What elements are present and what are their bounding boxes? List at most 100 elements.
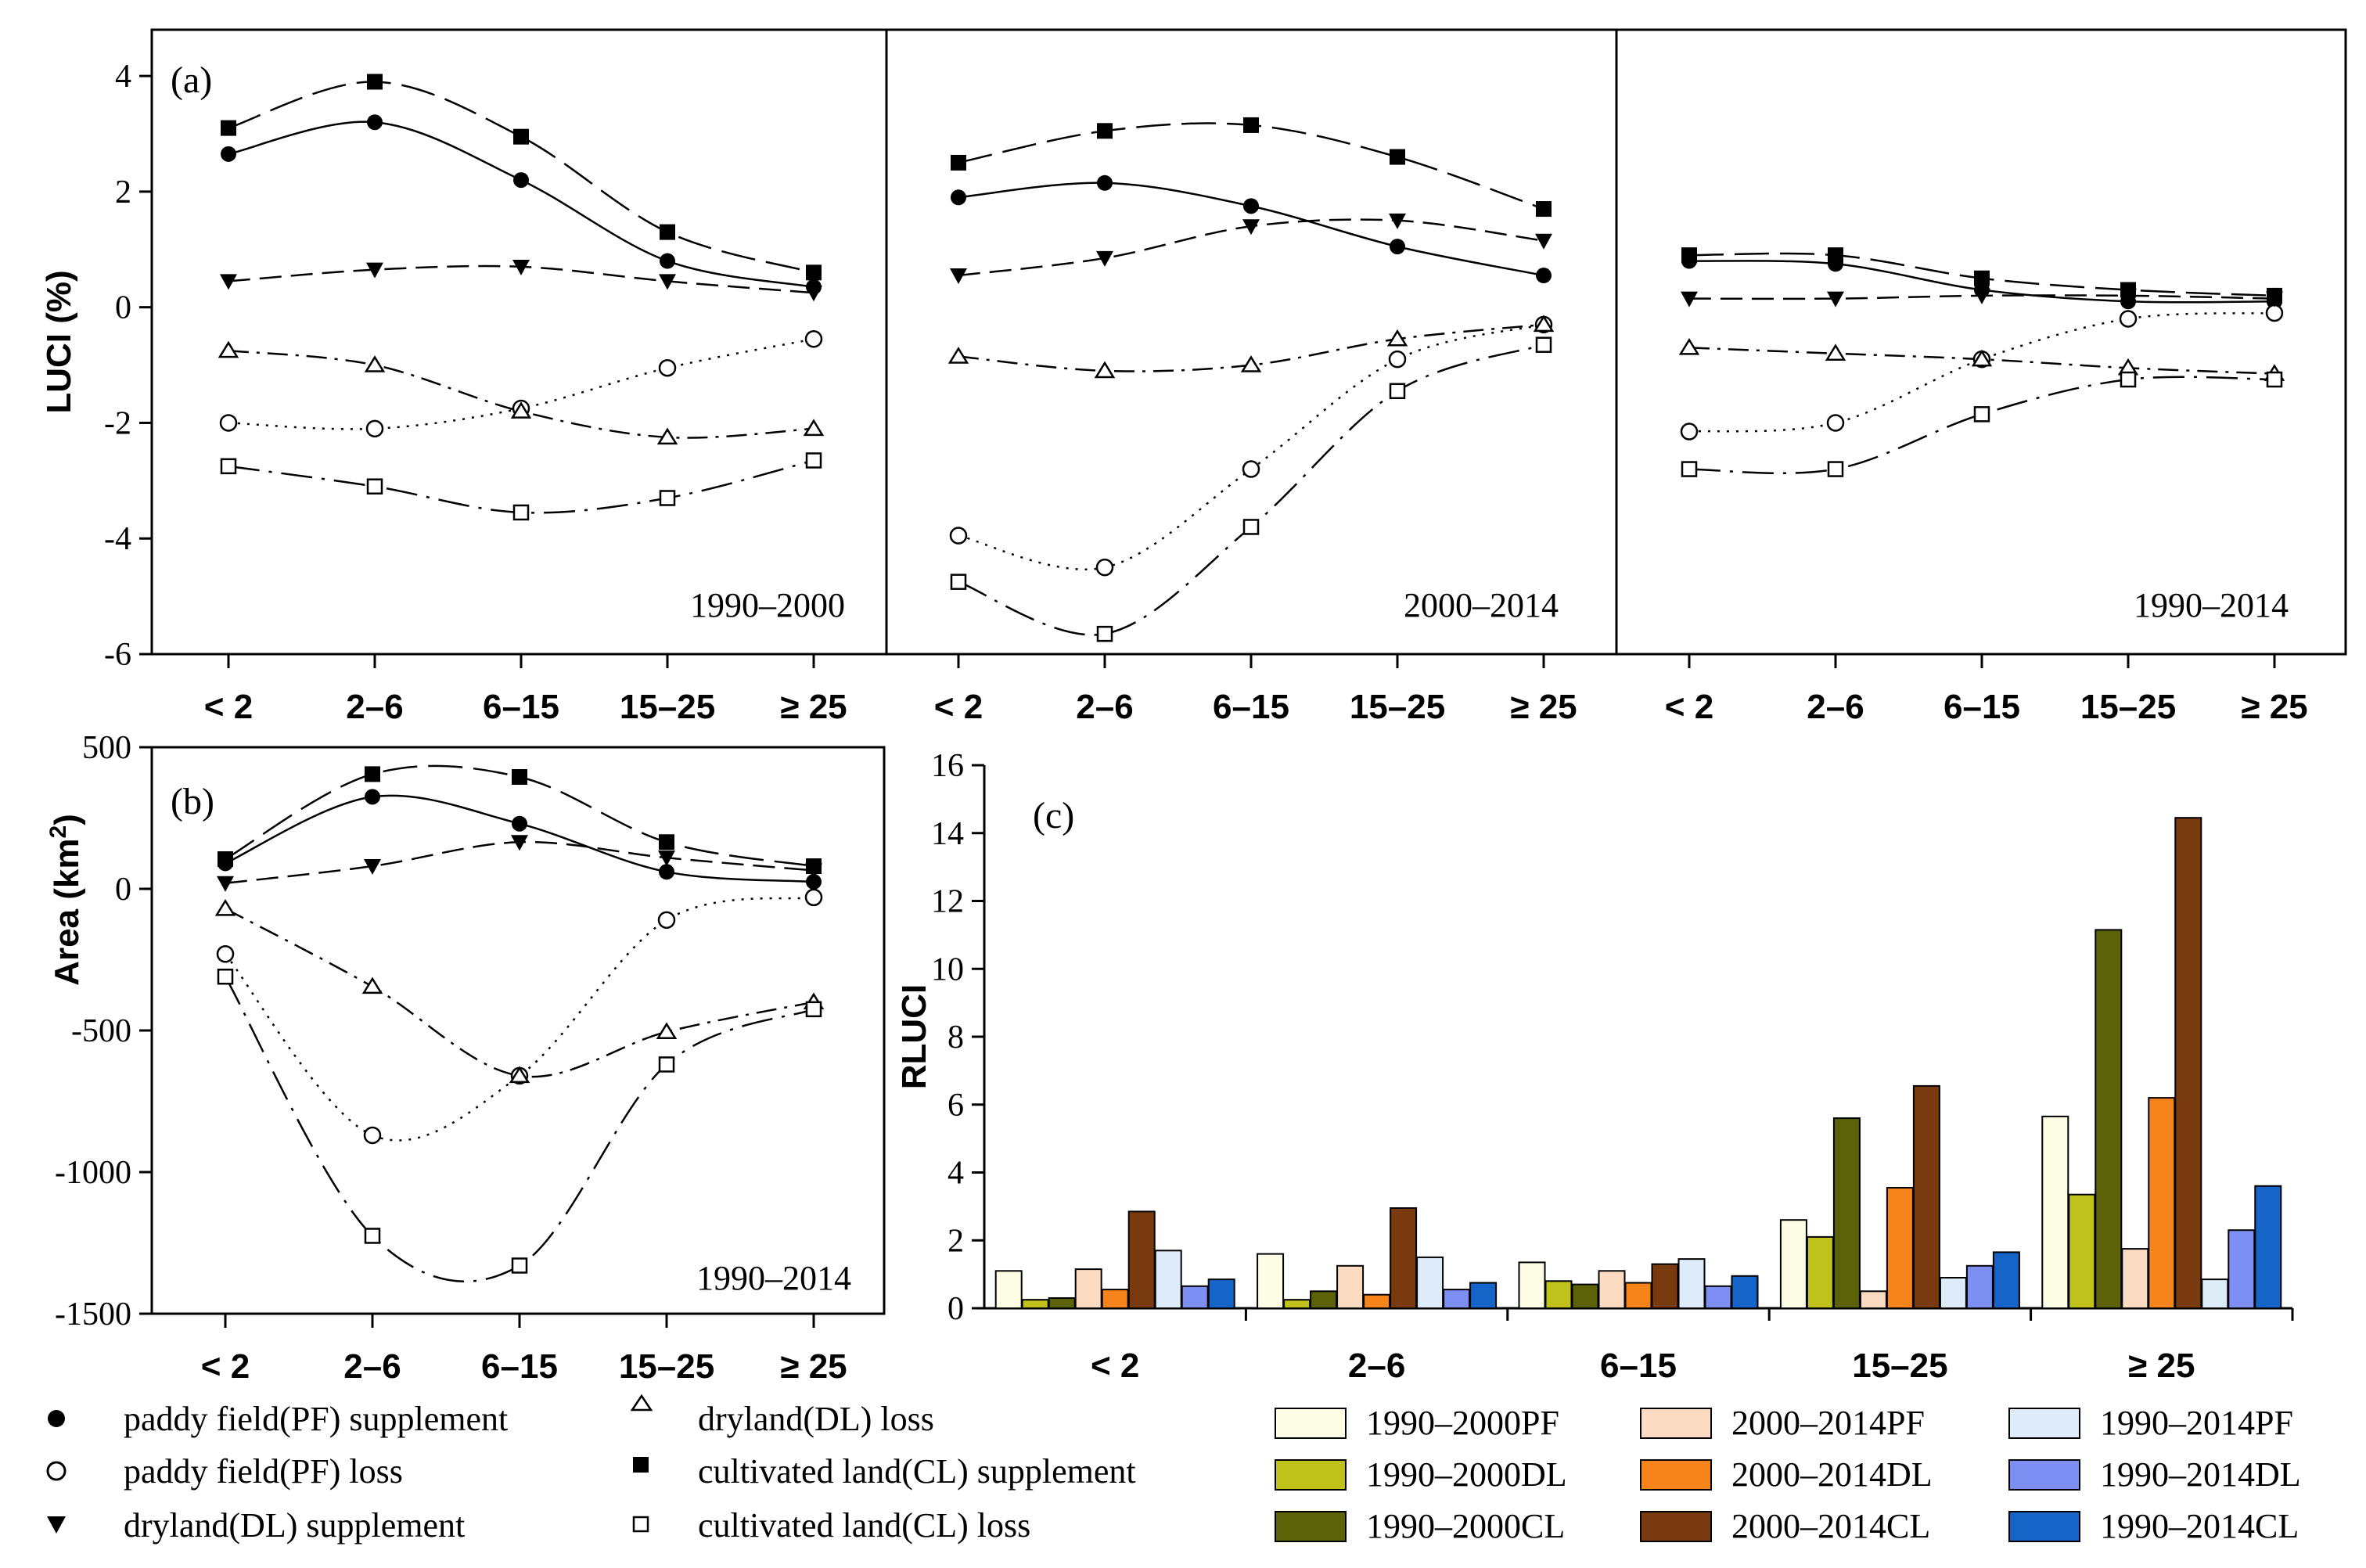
marker-dl-sup-panel-a-1990-2000-3 (659, 274, 676, 290)
bar-1990-2014cl-6-15 (1731, 1275, 1759, 1310)
marker-dl-sup-panel-a-2000-2014-1 (1096, 250, 1113, 267)
bar-1990-2000cl-15-25 (1832, 1117, 1861, 1309)
marker-dl-sup-panel-a-1990-2000-0 (220, 274, 237, 290)
panel-a-1990-2014-x-tick-label-0: < 2 (1665, 688, 1713, 726)
marker-cl-loss-panel-a-1990-2014-1 (1827, 461, 1844, 477)
marker-cl-sup-panel-a-1990-2014-2 (1974, 270, 1990, 286)
bar-1990-2000dl-2 (1021, 1299, 1049, 1309)
marker-pf-sup-panel-a-2000-2014-0 (951, 189, 966, 206)
marker-pf-loss-panel-b-4 (804, 888, 823, 907)
panel-c-y-tick-label-6: 12 (931, 884, 964, 920)
legend-label-pf-supplement: paddy field(PF) supplement (124, 1400, 508, 1438)
marker-pf-loss-panel-a-2000-2014-1 (1095, 558, 1114, 577)
marker-pf-sup-panel-b-4 (806, 873, 822, 890)
marker-cl-loss-panel-a-1990-2014-4 (2266, 371, 2283, 388)
bar-1990-2000dl-6-15 (1544, 1280, 1573, 1310)
panel-c-y-tick-label-4: 8 (947, 1020, 964, 1056)
legend-label-1990-2000dl: 1990–2000DL (1366, 1455, 1567, 1494)
legend-marker-dl-loss (630, 1394, 653, 1412)
panel-a-y-ticks: 4 2 0 -2 -4 -6 (104, 59, 152, 673)
bar-1990-2014pf-6-15 (1677, 1258, 1706, 1309)
panel-a-1990-2014-x-tick-label-1: 2–6 (1807, 688, 1864, 726)
bar-2000-2014cl-2-6 (1390, 1207, 1418, 1309)
marker-cl-sup-panel-a-1990-2000-4 (806, 264, 822, 281)
panel-b-x-tick-label-3: 15–25 (619, 1347, 714, 1386)
marker-pf-sup-panel-b-2 (512, 815, 527, 832)
marker-dl-loss-panel-b-2 (509, 1066, 530, 1084)
marker-dl-loss-panel-b-3 (656, 1022, 678, 1040)
marker-dl-sup-panel-a-1990-2000-1 (366, 262, 383, 279)
bar-2000-2014dl-2-6 (1363, 1293, 1391, 1309)
panel-c-x-tick-label-3: 15–25 (1852, 1347, 1947, 1385)
marker-pf-loss-panel-a-1990-2014-0 (1680, 423, 1699, 441)
bar-1990-2000dl-25 (2068, 1193, 2096, 1309)
legend-label-1990-2000pf: 1990–2000PF (1366, 1404, 1559, 1442)
bar-1990-2014pf-2 (1154, 1250, 1182, 1310)
marker-dl-sup-panel-b-2 (511, 835, 528, 851)
bar-1990-2014cl-2 (1207, 1278, 1235, 1309)
marker-cl-loss-panel-a-2000-2014-1 (1096, 625, 1113, 642)
marker-cl-sup-panel-b-2 (512, 769, 527, 786)
bar-1990-2000pf-2 (994, 1270, 1023, 1310)
panel-a-1990-2000-line-cl-sup (228, 81, 814, 274)
bar-2000-2014pf-2-6 (1336, 1264, 1365, 1310)
panel-a-y-tick-label-1: 2 (115, 174, 131, 210)
legend-label-1990-2014dl: 1990–2014DL (2100, 1455, 2301, 1494)
bar-1990-2000pf-25 (2041, 1115, 2069, 1310)
panel-c-y-tick-label-0: 0 (947, 1291, 964, 1327)
marker-cl-loss-panel-b-0 (217, 968, 234, 985)
marker-cl-loss-panel-b-3 (658, 1056, 675, 1073)
bar-1990-2014dl-15-25 (1965, 1264, 1994, 1310)
marker-pf-sup-panel-a-2000-2014-2 (1243, 198, 1259, 214)
panel-a-1990-2000-x-tick-label-1: 2–6 (346, 688, 403, 726)
panel-a-1990-2000-x-tick-label-3: 15–25 (620, 688, 715, 726)
panel-c-y-axis-label: RLUCI (895, 984, 933, 1089)
marker-cl-loss-panel-a-2000-2014-3 (1389, 383, 1406, 400)
bar-1990-2000pf-2-6 (1257, 1253, 1285, 1309)
marker-dl-loss-panel-b-0 (214, 898, 236, 916)
period-label-1990-2000: 1990–2000 (690, 586, 845, 624)
marker-pf-loss-panel-a-1990-2000-1 (365, 419, 384, 438)
bar-2000-2014pf-6-15 (1598, 1270, 1626, 1310)
marker-cl-loss-panel-a-1990-2000-1 (366, 478, 383, 494)
panel-a-y-tick-label-5: -6 (104, 637, 131, 673)
marker-cl-sup-panel-b-3 (659, 834, 674, 851)
panel-a-1990-2000-line-dl-loss (228, 349, 814, 439)
bar-2000-2014cl-15-25 (1912, 1084, 1940, 1310)
marker-dl-loss-panel-a-1990-2000-1 (364, 355, 386, 372)
panel-c-y-tick-label-8: 16 (931, 748, 964, 784)
marker-pf-loss-panel-a-1990-2014-3 (2119, 310, 2138, 328)
legend-marker-dl-supplement (47, 1516, 66, 1534)
bar-2000-2014pf-25 (2121, 1248, 2149, 1309)
marker-cl-sup-panel-a-2000-2014-2 (1243, 117, 1259, 133)
bar-1990-2014dl-25 (2228, 1229, 2256, 1309)
bar-2000-2014pf-2 (1074, 1268, 1102, 1309)
panel-a-1990-2014-line-cl-loss (1688, 376, 2275, 475)
bar-2000-2014dl-15-25 (1886, 1187, 1914, 1309)
marker-dl-sup-panel-a-2000-2014-4 (1535, 233, 1552, 250)
marker-pf-sup-panel-b-3 (659, 864, 674, 880)
panel-a-2000-2014-x-tick-label-4: ≥ 25 (1510, 688, 1577, 726)
legend-label-dl-supplement: dryland(DL) supplement (124, 1506, 465, 1545)
bar-1990-2000dl-15-25 (1806, 1235, 1834, 1310)
marker-pf-loss-panel-a-2000-2014-2 (1242, 460, 1260, 478)
panel-a-subplot-1990-2000: < 2 2–6 6–15 15–25 ≥ 25 1990–2000 (204, 74, 847, 726)
panel-a-subplot-2000-2014: < 2 2–6 6–15 15–25 ≥ 25 2000–2014 (934, 117, 1577, 726)
marker-cl-sup-panel-a-1990-2000-1 (367, 74, 383, 90)
marker-cl-loss-panel-a-1990-2000-2 (512, 504, 530, 521)
marker-cl-loss-panel-a-1990-2014-0 (1681, 461, 1698, 477)
panel-c-bars (994, 817, 2282, 1310)
panel-b-x-tick-label-1: 2–6 (343, 1347, 401, 1386)
legend-swatch-2000-2014pf (1640, 1408, 1712, 1439)
panel-b-plot: < 2 2–6 6–15 15–25 ≥ 25 (201, 764, 847, 1386)
panel-a-1990-2000-x-tick-label-4: ≥ 25 (780, 688, 847, 726)
panel-a-1990-2000-x-tick-label-2: 6–15 (483, 688, 559, 726)
panel-a-1990-2000-x-tick-label-0: < 2 (204, 688, 253, 726)
marker-dl-sup-panel-a-2000-2014-0 (950, 268, 967, 285)
bar-1990-2014pf-25 (2201, 1278, 2229, 1309)
panel-a-y-tick-label-2: 0 (115, 290, 131, 326)
legend-marker-pf-loss (46, 1461, 67, 1481)
marker-pf-sup-panel-a-1990-2000-0 (221, 146, 236, 162)
marker-cl-loss-panel-a-2000-2014-2 (1242, 519, 1260, 535)
panel-c-y-tick-label-1: 2 (947, 1223, 964, 1259)
